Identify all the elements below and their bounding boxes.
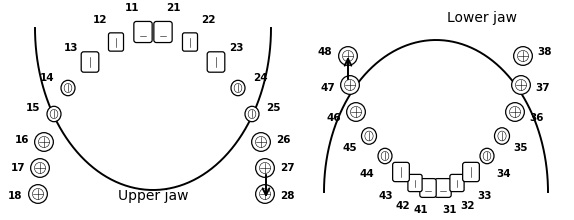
Ellipse shape (30, 159, 49, 177)
Text: 18: 18 (8, 191, 22, 201)
Ellipse shape (506, 103, 525, 121)
Text: 13: 13 (64, 43, 78, 53)
Text: 47: 47 (321, 83, 335, 93)
Text: 45: 45 (343, 143, 357, 153)
FancyBboxPatch shape (420, 179, 436, 197)
Text: 35: 35 (514, 143, 528, 153)
Text: 44: 44 (360, 169, 374, 179)
Text: Upper jaw: Upper jaw (118, 189, 188, 203)
Text: 28: 28 (280, 191, 294, 201)
Text: 33: 33 (478, 191, 492, 201)
Ellipse shape (339, 47, 358, 65)
Text: 36: 36 (530, 113, 544, 123)
FancyBboxPatch shape (108, 33, 123, 51)
Ellipse shape (511, 76, 530, 94)
FancyBboxPatch shape (154, 22, 172, 42)
Ellipse shape (47, 106, 61, 122)
FancyBboxPatch shape (183, 33, 197, 51)
Ellipse shape (480, 148, 494, 164)
Text: 43: 43 (379, 191, 393, 201)
Ellipse shape (251, 133, 270, 151)
Text: 15: 15 (26, 103, 40, 113)
Ellipse shape (34, 133, 53, 151)
Text: 37: 37 (536, 83, 550, 93)
Text: 24: 24 (253, 73, 267, 83)
FancyBboxPatch shape (435, 179, 451, 197)
Text: 14: 14 (40, 73, 55, 83)
FancyBboxPatch shape (207, 52, 225, 72)
Ellipse shape (347, 103, 365, 121)
Text: 25: 25 (266, 103, 280, 113)
Text: 26: 26 (276, 135, 290, 145)
Text: Lower jaw: Lower jaw (447, 11, 517, 25)
Text: 11: 11 (125, 3, 139, 13)
Text: 12: 12 (93, 15, 107, 25)
Text: 34: 34 (497, 169, 511, 179)
Text: 38: 38 (538, 47, 552, 57)
Text: 16: 16 (15, 135, 29, 145)
Ellipse shape (231, 80, 245, 96)
FancyBboxPatch shape (393, 162, 409, 182)
Text: 46: 46 (327, 113, 342, 123)
Text: 21: 21 (166, 3, 180, 13)
FancyBboxPatch shape (463, 162, 479, 182)
Ellipse shape (362, 128, 377, 144)
Ellipse shape (255, 185, 274, 203)
FancyBboxPatch shape (134, 22, 152, 42)
Ellipse shape (494, 128, 510, 144)
Ellipse shape (245, 106, 259, 122)
Ellipse shape (378, 148, 392, 164)
FancyBboxPatch shape (81, 52, 99, 72)
Ellipse shape (340, 76, 359, 94)
Text: 22: 22 (201, 15, 215, 25)
Text: 42: 42 (395, 201, 410, 211)
Text: 32: 32 (461, 201, 475, 211)
FancyBboxPatch shape (450, 174, 464, 192)
FancyBboxPatch shape (408, 174, 422, 192)
Text: 48: 48 (317, 47, 332, 57)
Ellipse shape (514, 47, 532, 65)
Ellipse shape (61, 80, 75, 96)
Text: 27: 27 (280, 163, 294, 173)
Ellipse shape (29, 185, 47, 203)
Text: 31: 31 (443, 205, 457, 215)
Text: 41: 41 (414, 205, 428, 215)
Ellipse shape (255, 159, 274, 177)
Text: 23: 23 (229, 43, 243, 53)
Text: 17: 17 (11, 163, 25, 173)
